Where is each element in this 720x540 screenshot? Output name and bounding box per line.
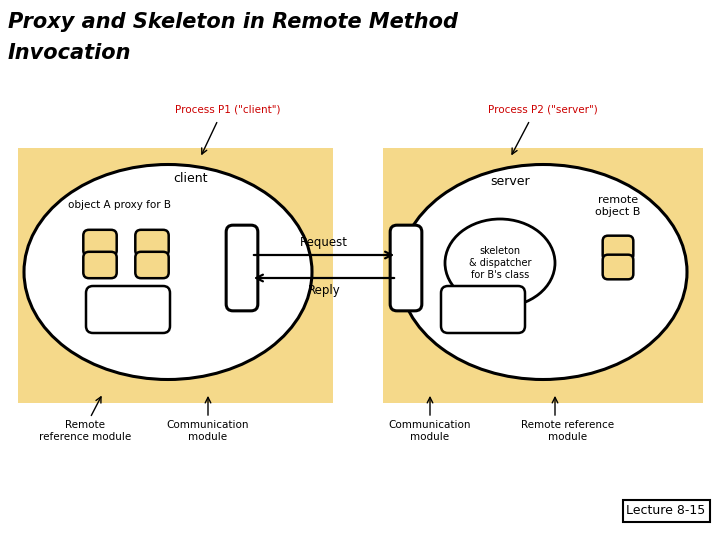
Text: remote
object B: remote object B bbox=[595, 195, 641, 217]
Text: Invocation: Invocation bbox=[8, 43, 132, 63]
FancyBboxPatch shape bbox=[226, 225, 258, 311]
Text: Remote
reference module: Remote reference module bbox=[39, 420, 131, 442]
Text: Process P2 ("server"): Process P2 ("server") bbox=[488, 105, 598, 115]
FancyBboxPatch shape bbox=[84, 230, 117, 256]
Text: client: client bbox=[173, 172, 207, 185]
Text: object A proxy for B: object A proxy for B bbox=[68, 200, 171, 210]
FancyBboxPatch shape bbox=[441, 286, 525, 333]
Text: Request: Request bbox=[300, 236, 348, 249]
Text: Proxy and Skeleton in Remote Method: Proxy and Skeleton in Remote Method bbox=[8, 12, 458, 32]
Text: skeleton
& dispatcher
for B's class: skeleton & dispatcher for B's class bbox=[469, 246, 531, 280]
Text: server: server bbox=[490, 175, 530, 188]
Text: Reply: Reply bbox=[307, 284, 341, 297]
Bar bbox=[623, 500, 710, 522]
FancyBboxPatch shape bbox=[135, 252, 168, 278]
FancyBboxPatch shape bbox=[135, 230, 168, 256]
FancyBboxPatch shape bbox=[603, 255, 634, 279]
FancyBboxPatch shape bbox=[86, 286, 170, 333]
Bar bbox=[18, 148, 333, 403]
Text: Communication
module: Communication module bbox=[389, 420, 472, 442]
FancyBboxPatch shape bbox=[603, 235, 634, 260]
FancyBboxPatch shape bbox=[84, 252, 117, 278]
Ellipse shape bbox=[399, 165, 687, 380]
Text: Communication
module: Communication module bbox=[167, 420, 249, 442]
FancyBboxPatch shape bbox=[390, 225, 422, 311]
Text: Lecture 8-15: Lecture 8-15 bbox=[626, 504, 706, 517]
Text: Process P1 ("client"): Process P1 ("client") bbox=[175, 105, 281, 115]
Ellipse shape bbox=[24, 165, 312, 380]
Bar bbox=[383, 148, 703, 403]
Text: Remote reference
module: Remote reference module bbox=[521, 420, 615, 442]
Ellipse shape bbox=[445, 219, 555, 307]
